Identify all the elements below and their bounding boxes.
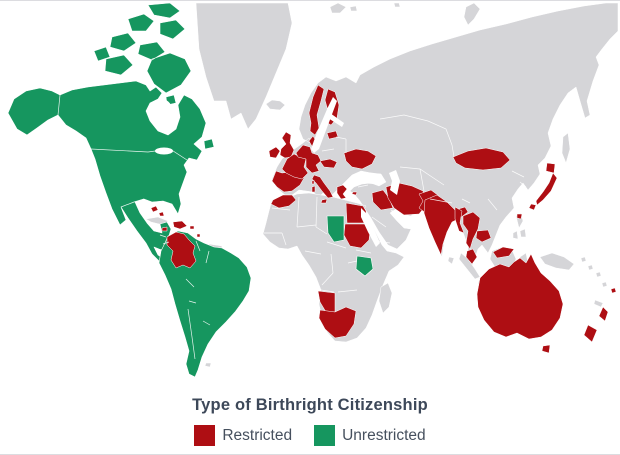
canadian-arctic-islands: [93, 2, 215, 150]
country-chad: [326, 215, 345, 243]
country-italy: [311, 174, 334, 204]
country-austria-hungary: [319, 158, 338, 169]
country-sweden: [308, 84, 325, 136]
caribbean-restricted-islands: [150, 205, 201, 238]
restricted-color-swatch: [194, 425, 216, 446]
persian-gulf: [391, 210, 407, 224]
country-greece: [336, 184, 348, 200]
country-germany-benelux: [295, 144, 322, 174]
border-lines-asia: [371, 114, 527, 244]
country-sakhalin: [561, 132, 571, 164]
country-latvia: [326, 130, 339, 140]
falkland-islands: [204, 362, 212, 368]
country-iraq: [371, 189, 394, 211]
country-colombia: [166, 231, 197, 269]
world-choropleth-map: [7, 2, 619, 378]
pacific-islands: [593, 271, 608, 308]
legend-item-unrestricted: Unrestricted: [314, 425, 426, 446]
legend-label-unrestricted: Unrestricted: [342, 426, 426, 444]
unrestricted-color-swatch: [314, 425, 336, 446]
country-myanmar: [454, 206, 465, 234]
region-south-america: [158, 230, 252, 378]
black-sea: [351, 172, 382, 184]
country-fiji: [610, 287, 617, 294]
country-tanzania: [355, 255, 374, 277]
region-new-guinea: [539, 252, 594, 271]
country-morocco: [270, 194, 297, 209]
hudson-bay: [151, 99, 173, 127]
border-lines-americas: [57, 94, 211, 360]
country-france: [281, 153, 309, 180]
country-united-kingdom: [279, 131, 295, 159]
layer-restricted-countries: [150, 84, 617, 354]
country-ireland: [268, 146, 281, 159]
layer-unrestricted-countries: [7, 2, 374, 378]
legend-item-restricted: Restricted: [194, 425, 292, 446]
map-legend: Restricted Unrestricted: [0, 425, 620, 446]
legend-label-restricted: Restricted: [222, 426, 293, 444]
border-lines-europe: [321, 136, 369, 188]
country-australia: [476, 253, 564, 354]
country-new-zealand: [583, 306, 609, 343]
red-sea: [361, 208, 380, 247]
country-cambodia: [475, 229, 492, 243]
country-taiwan: [516, 213, 523, 220]
map-title: Type of Birthright Citizenship: [192, 396, 428, 414]
country-japan: [528, 162, 558, 211]
country-thailand: [462, 211, 481, 250]
country-ukraine: [343, 148, 377, 170]
border-lines-africa: [264, 196, 372, 293]
country-iceland: [265, 99, 286, 111]
country-south-africa: [318, 306, 357, 339]
country-mongolia: [452, 147, 511, 171]
arctic-russian-islands: [329, 2, 481, 26]
country-madagascar: [378, 282, 393, 314]
country-malaysia: [465, 246, 515, 265]
layer-seas: [151, 97, 407, 247]
baltic-sea: [311, 97, 344, 153]
country-cyprus: [351, 191, 358, 196]
country-sri-lanka: [447, 256, 455, 265]
region-north-america: [7, 80, 207, 265]
layer-country-borders: [57, 94, 527, 360]
caspian-sea: [389, 170, 400, 195]
country-greenland: [195, 2, 293, 130]
